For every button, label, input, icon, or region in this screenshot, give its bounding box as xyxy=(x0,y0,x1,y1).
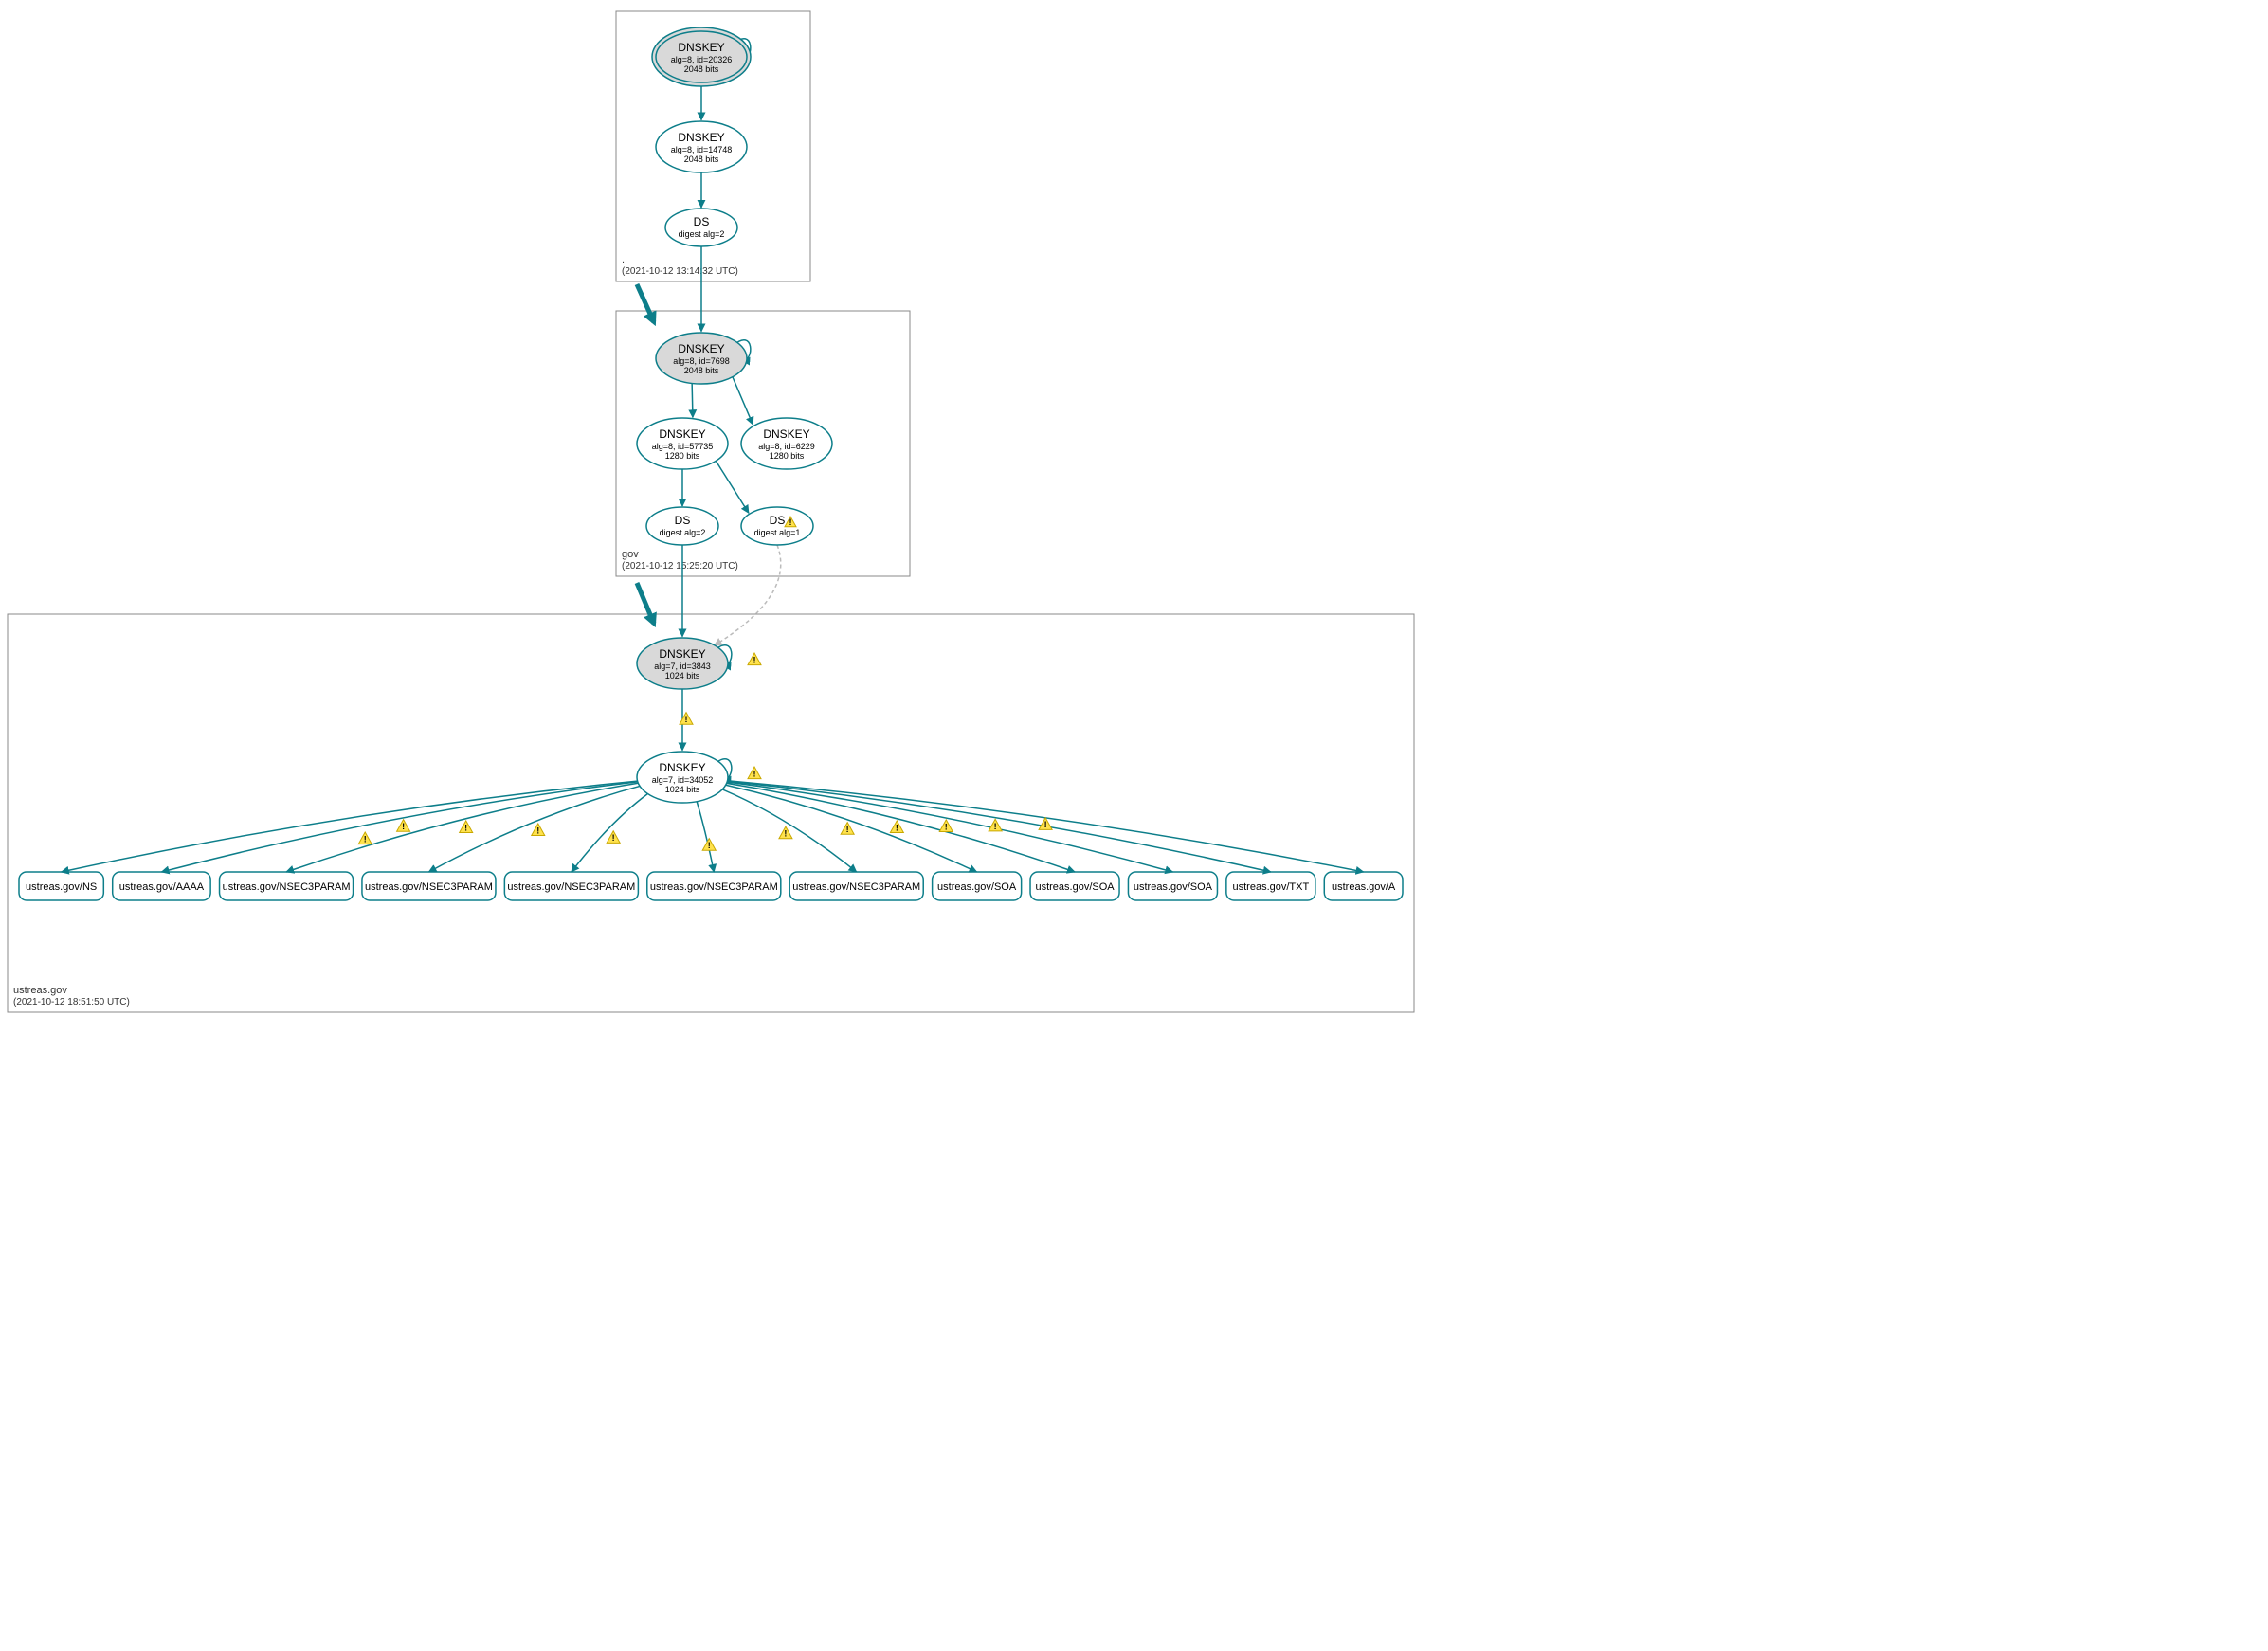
warning-icon: ! xyxy=(460,821,473,833)
warning-icon: ! xyxy=(939,820,953,832)
svg-text:!: ! xyxy=(945,822,948,831)
svg-text:ustreas.gov/NSEC3PARAM: ustreas.gov/NSEC3PARAM xyxy=(507,881,635,893)
warning-icon: ! xyxy=(841,823,854,835)
warning-icon: ! xyxy=(358,832,372,844)
svg-text:ustreas.gov/NSEC3PARAM: ustreas.gov/NSEC3PARAM xyxy=(365,881,493,893)
svg-text:!: ! xyxy=(464,823,467,832)
svg-text:ustreas.gov/SOA: ustreas.gov/SOA xyxy=(1134,881,1213,893)
svg-text:alg=8, id=14748: alg=8, id=14748 xyxy=(671,145,733,154)
node-ust_ksk: DNSKEYalg=7, id=38431024 bits xyxy=(637,638,728,689)
edge xyxy=(572,794,648,872)
warning-icon: ! xyxy=(680,713,693,725)
warning-icon: ! xyxy=(748,767,761,779)
svg-text:gov: gov xyxy=(622,549,639,560)
svg-text:!: ! xyxy=(753,656,756,665)
svg-text:DS: DS xyxy=(770,514,786,527)
svg-text:.: . xyxy=(622,254,625,265)
node-gov_zsk2: DNSKEYalg=8, id=62291280 bits xyxy=(741,418,832,469)
svg-text:alg=7, id=34052: alg=7, id=34052 xyxy=(652,775,714,785)
svg-text:ustreas.gov/SOA: ustreas.gov/SOA xyxy=(937,881,1017,893)
svg-text:2048 bits: 2048 bits xyxy=(684,64,719,74)
svg-text:DNSKEY: DNSKEY xyxy=(659,761,705,774)
svg-text:DNSKEY: DNSKEY xyxy=(763,427,809,441)
svg-text:digest alg=2: digest alg=2 xyxy=(660,528,706,537)
svg-text:1024 bits: 1024 bits xyxy=(665,785,700,794)
svg-text:(2021-10-12 18:51:50 UTC): (2021-10-12 18:51:50 UTC) xyxy=(13,997,130,1007)
svg-text:ustreas.gov/TXT: ustreas.gov/TXT xyxy=(1233,881,1310,893)
edge xyxy=(697,802,714,872)
svg-text:DNSKEY: DNSKEY xyxy=(678,342,724,355)
svg-text:DS: DS xyxy=(675,514,691,527)
svg-text:(2021-10-12 15:25:20 UTC): (2021-10-12 15:25:20 UTC) xyxy=(622,561,738,572)
svg-text:!: ! xyxy=(612,833,615,843)
svg-text:2048 bits: 2048 bits xyxy=(684,366,719,375)
svg-text:1280 bits: 1280 bits xyxy=(665,451,700,461)
svg-text:ustreas.gov: ustreas.gov xyxy=(13,985,67,996)
svg-text:alg=8, id=7698: alg=8, id=7698 xyxy=(673,356,730,366)
svg-text:1280 bits: 1280 bits xyxy=(770,451,805,461)
svg-text:ustreas.gov/NSEC3PARAM: ustreas.gov/NSEC3PARAM xyxy=(650,881,778,893)
svg-text:!: ! xyxy=(364,835,367,844)
svg-text:alg=8, id=57735: alg=8, id=57735 xyxy=(652,442,714,451)
edge xyxy=(732,375,753,425)
zone-transition xyxy=(637,583,654,624)
svg-text:!: ! xyxy=(685,715,688,724)
warning-icon: ! xyxy=(779,826,792,839)
warning-icon: ! xyxy=(532,824,545,836)
svg-text:digest alg=2: digest alg=2 xyxy=(679,229,725,239)
node-ust_zsk: DNSKEYalg=7, id=340521024 bits xyxy=(637,752,728,803)
svg-text:!: ! xyxy=(994,822,997,831)
warning-icon: ! xyxy=(989,819,1002,831)
svg-text:ustreas.gov/NSEC3PARAM: ustreas.gov/NSEC3PARAM xyxy=(223,881,351,893)
svg-text:!: ! xyxy=(896,823,898,832)
node-root_ds: DSdigest alg=2 xyxy=(665,209,737,246)
svg-text:digest alg=1: digest alg=1 xyxy=(754,528,801,537)
svg-text:DNSKEY: DNSKEY xyxy=(659,647,705,661)
svg-text:alg=8, id=6229: alg=8, id=6229 xyxy=(758,442,815,451)
svg-text:!: ! xyxy=(753,770,756,779)
warning-icon: ! xyxy=(607,831,620,844)
edge xyxy=(62,781,638,872)
svg-text:!: ! xyxy=(784,829,787,839)
svg-text:ustreas.gov/SOA: ustreas.gov/SOA xyxy=(1035,881,1115,893)
node-gov_ksk: DNSKEYalg=8, id=76982048 bits xyxy=(656,333,747,384)
svg-text:!: ! xyxy=(789,517,792,527)
svg-text:DS: DS xyxy=(694,215,710,228)
svg-text:DNSKEY: DNSKEY xyxy=(659,427,705,441)
edge xyxy=(692,382,693,417)
edge-dashed xyxy=(715,545,781,645)
svg-text:(2021-10-12 13:14:32 UTC): (2021-10-12 13:14:32 UTC) xyxy=(622,266,738,277)
warning-icon: ! xyxy=(748,653,761,665)
svg-text:2048 bits: 2048 bits xyxy=(684,154,719,164)
node-root_zsk: DNSKEYalg=8, id=147482048 bits xyxy=(656,121,747,172)
warning-icon: ! xyxy=(397,820,410,832)
svg-text:ustreas.gov/NSEC3PARAM: ustreas.gov/NSEC3PARAM xyxy=(792,881,920,893)
dnssec-diagram: .(2021-10-12 13:14:32 UTC)gov(2021-10-12… xyxy=(0,0,1422,1035)
svg-text:ustreas.gov/NS: ustreas.gov/NS xyxy=(26,881,97,893)
node-gov_ds2: DSdigest alg=1 xyxy=(741,507,813,545)
zone-transition xyxy=(637,284,654,322)
svg-text:!: ! xyxy=(846,825,849,834)
svg-text:DNSKEY: DNSKEY xyxy=(678,41,724,54)
warning-icon: ! xyxy=(702,839,716,851)
svg-text:!: ! xyxy=(708,841,711,850)
node-root_ksk: DNSKEYalg=8, id=203262048 bits xyxy=(652,27,751,86)
svg-text:alg=7, id=3843: alg=7, id=3843 xyxy=(654,662,711,671)
warning-icon: ! xyxy=(890,821,903,833)
svg-text:alg=8, id=20326: alg=8, id=20326 xyxy=(671,55,733,64)
svg-text:1024 bits: 1024 bits xyxy=(665,671,700,680)
warning-icon: ! xyxy=(1039,818,1052,830)
svg-text:!: ! xyxy=(402,822,405,831)
node-gov_zsk1: DNSKEYalg=8, id=577351280 bits xyxy=(637,418,728,469)
svg-text:ustreas.gov/A: ustreas.gov/A xyxy=(1332,881,1396,893)
svg-text:DNSKEY: DNSKEY xyxy=(678,131,724,144)
svg-text:!: ! xyxy=(1044,820,1047,829)
svg-text:ustreas.gov/AAAA: ustreas.gov/AAAA xyxy=(119,881,205,893)
node-gov_ds1: DSdigest alg=2 xyxy=(646,507,718,545)
edge xyxy=(715,460,748,513)
svg-text:!: ! xyxy=(536,826,539,835)
